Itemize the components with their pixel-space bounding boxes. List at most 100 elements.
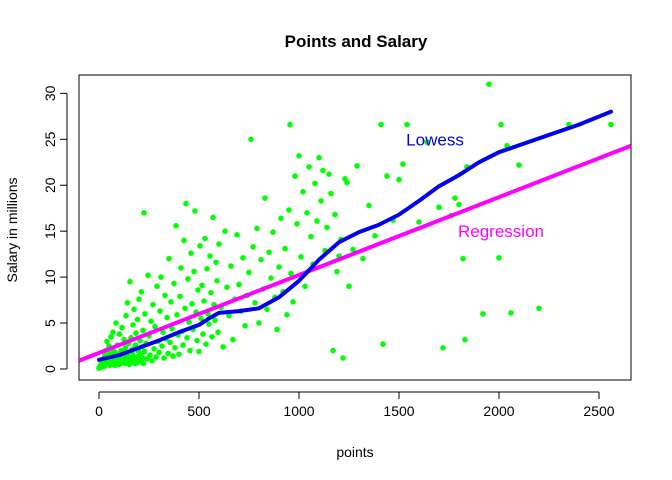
data-point: [258, 256, 264, 263]
data-point: [318, 198, 324, 204]
x-tick-label: 1000: [283, 403, 314, 419]
data-point: [202, 235, 208, 242]
y-tick-label: 30: [42, 85, 58, 101]
data-point: [185, 276, 191, 282]
data-point: [334, 268, 340, 275]
data-point: [230, 336, 236, 343]
data-point: [268, 275, 274, 281]
data-point: [167, 339, 173, 346]
data-point: [157, 308, 163, 314]
data-point: [186, 319, 192, 325]
data-point: [161, 355, 167, 361]
data-point: [187, 347, 193, 354]
data-point: [108, 334, 114, 340]
data-point: [209, 334, 215, 340]
data-point: [360, 255, 366, 262]
data-point: [496, 254, 502, 261]
data-point: [308, 233, 314, 240]
data-point: [140, 327, 146, 334]
data-point: [182, 305, 188, 312]
data-point: [254, 225, 260, 232]
data-point: [142, 311, 148, 317]
data-point: [372, 233, 378, 239]
data-point: [226, 312, 232, 319]
data-point: [248, 136, 254, 143]
x-tick-label: 1500: [383, 403, 414, 419]
data-point: [210, 214, 216, 221]
data-point: [304, 210, 310, 216]
data-point: [160, 329, 166, 336]
data-point: [141, 210, 147, 216]
data-point: [196, 348, 202, 355]
data-point: [215, 329, 221, 336]
data-point: [344, 179, 350, 186]
annotation-regression: Regression: [458, 222, 544, 241]
data-point: [181, 237, 187, 244]
data-point: [136, 296, 142, 303]
x-tick-label: 2000: [483, 403, 514, 419]
data-point: [153, 354, 159, 360]
data-point: [212, 317, 218, 324]
data-point: [176, 351, 182, 358]
data-point: [436, 204, 442, 211]
chart-title: Points and Salary: [285, 32, 428, 51]
data-point: [416, 219, 422, 225]
data-point: [340, 355, 346, 361]
data-point: [262, 195, 268, 201]
data-point: [180, 342, 186, 348]
data-point: [207, 253, 213, 259]
data-point: [151, 346, 157, 352]
data-point: [264, 306, 270, 313]
data-point: [201, 298, 207, 304]
data-point: [292, 173, 298, 179]
data-point: [141, 348, 148, 355]
data-point: [480, 311, 486, 317]
data-point: [242, 323, 248, 329]
data-point: [224, 284, 230, 291]
data-point: [462, 336, 468, 343]
data-point: [173, 222, 179, 229]
data-point: [178, 265, 184, 271]
data-point: [195, 287, 201, 293]
data-point: [123, 312, 129, 319]
data-point: [122, 345, 129, 351]
data-point: [162, 292, 168, 299]
data-point: [158, 274, 164, 280]
y-tick-label: 25: [42, 131, 58, 147]
data-point: [166, 255, 172, 262]
data-point: [396, 176, 402, 183]
data-point: [139, 355, 146, 361]
data-point: [460, 255, 466, 262]
plot-area: [79, 81, 631, 371]
x-tick-label: 500: [187, 403, 211, 419]
data-point: [452, 195, 458, 201]
data-point: [165, 350, 171, 357]
data-point: [169, 325, 175, 332]
data-point: [150, 301, 156, 308]
y-tick-label: 5: [42, 319, 58, 327]
data-point: [328, 190, 334, 197]
data-point: [145, 272, 151, 279]
data-point: [154, 283, 160, 290]
axes: 0 500 1000 1500 2000 2500 0 5 10 15 20 25 30: [42, 85, 615, 419]
data-point: [138, 289, 145, 295]
x-tick-label: 0: [95, 403, 103, 419]
data-point: [133, 330, 139, 336]
data-point: [274, 326, 280, 333]
data-point: [287, 121, 293, 128]
data-point: [156, 349, 162, 356]
data-point: [312, 180, 318, 187]
data-point: [486, 81, 492, 87]
data-point: [240, 254, 246, 261]
plot-frame: [78, 74, 632, 381]
data-point: [366, 202, 372, 209]
data-point: [266, 249, 272, 256]
data-point: [378, 121, 384, 128]
x-axis-label: points: [336, 444, 373, 460]
data-point: [608, 121, 614, 128]
data-point: [346, 283, 352, 290]
data-point: [147, 352, 153, 359]
data-point: [174, 312, 180, 318]
